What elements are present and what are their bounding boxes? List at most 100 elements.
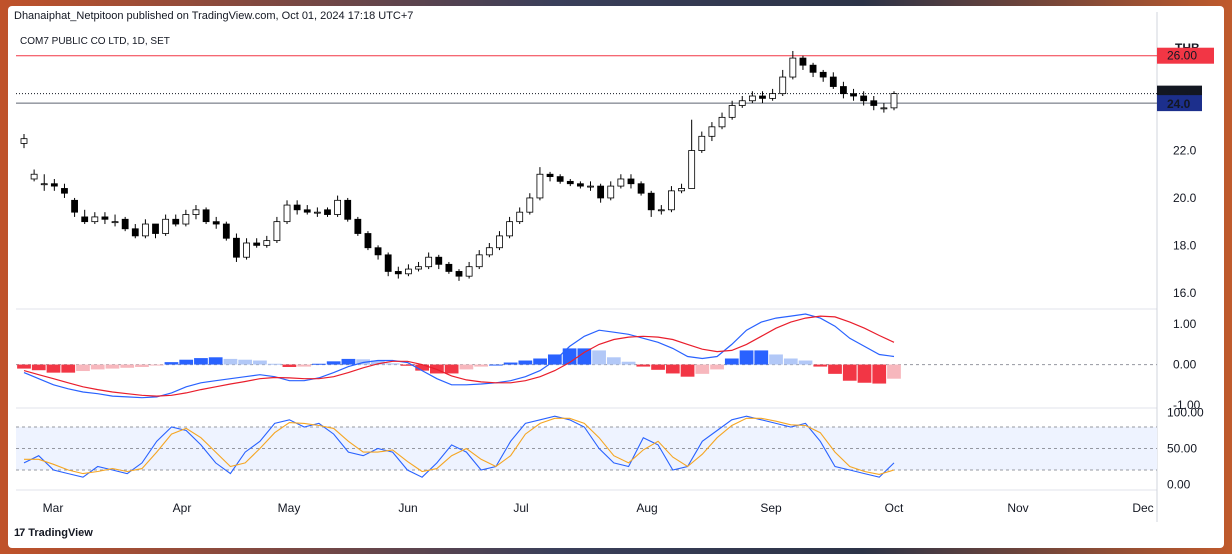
candle-body bbox=[880, 107, 888, 110]
candle-body bbox=[354, 218, 362, 234]
candle-body bbox=[576, 183, 584, 187]
price-tick-label: 22.0 bbox=[1173, 144, 1197, 158]
candle-body bbox=[668, 190, 675, 211]
macd-histogram-bar bbox=[135, 364, 149, 367]
candle-body bbox=[61, 188, 68, 194]
candle-body bbox=[394, 271, 402, 275]
month-label: Aug bbox=[636, 501, 657, 515]
candle-body bbox=[759, 95, 766, 99]
candle-body bbox=[870, 100, 878, 106]
candle-body bbox=[597, 185, 605, 199]
macd-histogram-bar bbox=[488, 364, 503, 366]
candle-body bbox=[587, 185, 594, 188]
candle-body bbox=[860, 95, 868, 102]
candle-body bbox=[738, 100, 746, 106]
macd-histogram-bar bbox=[798, 360, 813, 365]
macd-histogram-bar bbox=[695, 364, 710, 374]
candle-body bbox=[637, 183, 645, 194]
candle-body bbox=[718, 116, 726, 128]
candle-body bbox=[748, 95, 756, 102]
macd-histogram-bar bbox=[592, 350, 606, 365]
candle-body bbox=[263, 240, 271, 246]
candle-body bbox=[202, 209, 210, 223]
published-caption: Dhanaiphat_Netpitoon published on Tradin… bbox=[14, 10, 414, 22]
brand-name: TradingView bbox=[28, 527, 93, 539]
candle-body bbox=[455, 271, 463, 277]
candle-body bbox=[243, 242, 250, 258]
macd-histogram-bar bbox=[253, 360, 267, 365]
candle-body bbox=[657, 209, 665, 212]
macd-tick-label: 0.00 bbox=[1173, 358, 1197, 372]
stoch-tick-label: 50.00 bbox=[1167, 442, 1197, 456]
chart-svg[interactable]: THB16.018.020.022.026.0024.424.01.000.00… bbox=[16, 12, 1222, 522]
stoch-tick-label: 0.00 bbox=[1167, 477, 1191, 491]
candle-body bbox=[435, 256, 443, 265]
macd-histogram-bar bbox=[503, 362, 518, 365]
candle-body bbox=[516, 211, 524, 223]
candle-body bbox=[101, 216, 109, 220]
candle-body bbox=[850, 93, 857, 97]
candle-body bbox=[415, 266, 422, 270]
candle-body bbox=[698, 135, 706, 151]
macd-histogram-bar bbox=[872, 364, 887, 384]
candle-body bbox=[313, 211, 321, 214]
stoch-k-line bbox=[23, 415, 895, 478]
candle-body bbox=[374, 247, 382, 256]
macd-histogram-bar bbox=[208, 357, 223, 365]
price-tick-label: 20.0 bbox=[1173, 191, 1197, 205]
macd-histogram-bar bbox=[46, 364, 61, 373]
price-tick-label: 16.0 bbox=[1173, 286, 1197, 300]
macd-histogram-bar bbox=[61, 364, 76, 373]
candle-body bbox=[769, 93, 777, 99]
month-label: Jul bbox=[513, 501, 528, 515]
candle-body bbox=[506, 221, 513, 237]
macd-histogram-bar bbox=[415, 364, 430, 371]
macd-histogram-bar bbox=[341, 358, 356, 365]
macd-histogram-bar bbox=[533, 358, 547, 365]
candle-body bbox=[91, 216, 99, 223]
macd-histogram-bar bbox=[621, 361, 636, 365]
candle-body bbox=[20, 138, 28, 144]
candle-body bbox=[212, 221, 220, 225]
candle-body bbox=[607, 185, 615, 199]
macd-histogram-bar bbox=[636, 364, 651, 367]
chart-title: COM7 PUBLIC CO LTD, 1D, SET bbox=[20, 36, 170, 47]
candle-body bbox=[445, 263, 453, 272]
candle-body bbox=[253, 242, 261, 246]
macd-tick-label: -1.00 bbox=[1173, 398, 1201, 412]
candle-body bbox=[708, 126, 716, 137]
candle-body bbox=[485, 247, 493, 256]
macd-histogram-bar bbox=[17, 364, 31, 369]
prev-close-badge bbox=[1157, 95, 1202, 112]
tradingview-logo-icon: 17 bbox=[14, 527, 25, 539]
macd-histogram-bar bbox=[120, 364, 135, 368]
macd-histogram-bar bbox=[385, 363, 400, 365]
macd-histogram-bar bbox=[518, 360, 533, 365]
macd-histogram-bar bbox=[297, 364, 312, 367]
candle-body bbox=[475, 254, 483, 268]
candle-body bbox=[303, 209, 311, 213]
macd-histogram-bar bbox=[754, 350, 769, 365]
macd-histogram-bar bbox=[474, 364, 488, 367]
candle-body bbox=[617, 178, 625, 187]
tradingview-brand[interactable]: 17 TradingView bbox=[14, 527, 93, 539]
candle-body bbox=[81, 216, 89, 223]
macd-histogram-bar bbox=[606, 357, 621, 365]
candle-body bbox=[647, 192, 655, 211]
macd-histogram-bar bbox=[312, 363, 326, 365]
stoch-d-line bbox=[24, 417, 895, 475]
price-tick-label: 18.0 bbox=[1173, 238, 1197, 252]
macd-histogram-bar bbox=[783, 358, 798, 365]
macd-histogram-bar bbox=[547, 354, 562, 365]
macd-histogram-bar bbox=[444, 364, 459, 374]
candle-body bbox=[789, 57, 797, 78]
macd-histogram-bar bbox=[164, 362, 179, 365]
candle-body bbox=[344, 199, 352, 220]
macd-histogram-bar bbox=[90, 364, 105, 370]
macd-line bbox=[23, 313, 895, 399]
month-label: Nov bbox=[1007, 501, 1028, 515]
macd-histogram-bar bbox=[267, 363, 282, 365]
candle-body bbox=[233, 237, 240, 258]
candle-body bbox=[465, 266, 473, 277]
